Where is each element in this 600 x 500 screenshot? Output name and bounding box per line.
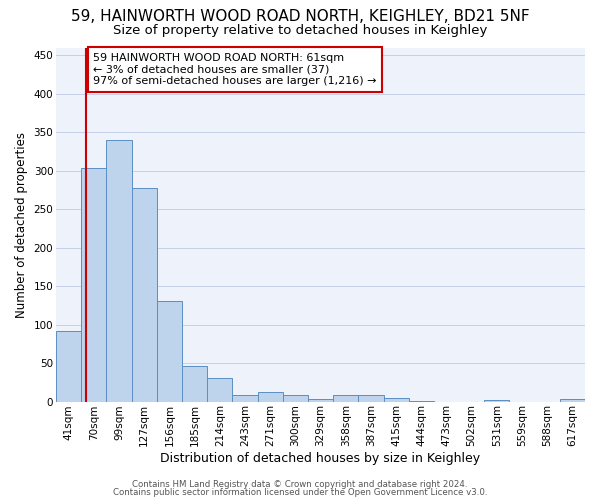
Bar [182,366,207,402]
Bar [207,378,232,402]
Bar [232,394,257,402]
Text: 59 HAINWORTH WOOD ROAD NORTH: 61sqm
← 3% of detached houses are smaller (37)
97%: 59 HAINWORTH WOOD ROAD NORTH: 61sqm ← 3%… [93,53,377,86]
Bar [409,401,434,402]
Bar [157,302,182,402]
Bar [131,188,157,402]
Bar [283,394,308,402]
Text: Contains public sector information licensed under the Open Government Licence v3: Contains public sector information licen… [113,488,487,497]
Text: Size of property relative to detached houses in Keighley: Size of property relative to detached ho… [113,24,487,37]
Bar [560,399,585,402]
Bar [333,396,358,402]
X-axis label: Distribution of detached houses by size in Keighley: Distribution of detached houses by size … [160,452,481,465]
Text: Contains HM Land Registry data © Crown copyright and database right 2024.: Contains HM Land Registry data © Crown c… [132,480,468,489]
Bar [484,400,509,402]
Text: 59, HAINWORTH WOOD ROAD NORTH, KEIGHLEY, BD21 5NF: 59, HAINWORTH WOOD ROAD NORTH, KEIGHLEY,… [71,9,529,24]
Y-axis label: Number of detached properties: Number of detached properties [15,132,28,318]
Bar [56,330,81,402]
Bar [257,392,283,402]
Bar [358,394,383,402]
Bar [106,140,131,402]
Bar [81,168,106,402]
Bar [308,399,333,402]
Bar [383,398,409,402]
